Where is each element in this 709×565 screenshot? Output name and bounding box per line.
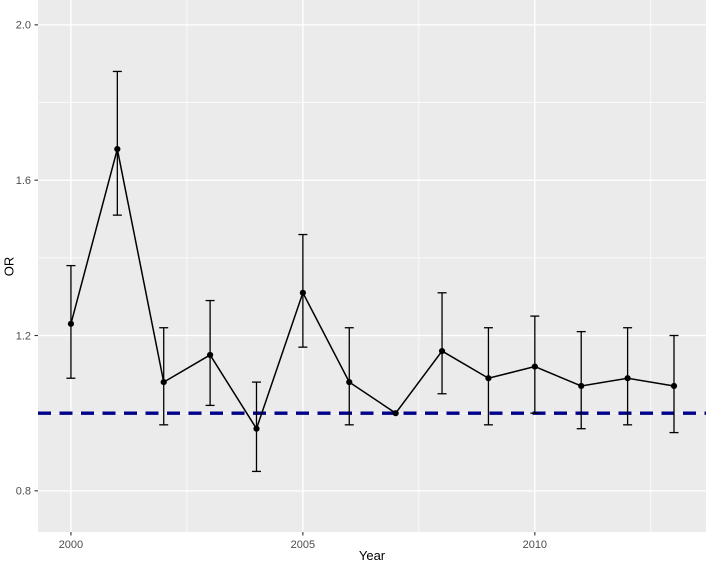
data-point [670,382,678,390]
data-point [346,379,353,386]
panel-background [38,0,706,532]
data-point [114,146,121,153]
y-axis-tick-label: 2.0 [16,20,31,32]
y-axis-title: OR [1,256,17,277]
y-axis-tick-label: 1.6 [16,175,31,187]
x-axis-tick-label: 2005 [291,539,315,551]
data-point [207,351,214,359]
trend-line [70,148,675,431]
data-point [160,379,167,386]
x-axis-tick-label: 2010 [523,539,547,551]
x-axis-title: Year [358,548,386,563]
data-point [438,347,446,355]
data-point [67,320,75,327]
data-point [531,363,538,370]
data-point [392,410,399,417]
data-point [299,289,306,296]
y-axis-tick-label: 0.8 [16,486,31,498]
data-point [624,375,631,382]
y-axis-tick-label: 1.2 [16,330,31,342]
data-point [253,425,260,432]
data-point [485,375,492,382]
data-point [578,382,585,390]
x-axis-tick-label: 2000 [59,539,83,551]
